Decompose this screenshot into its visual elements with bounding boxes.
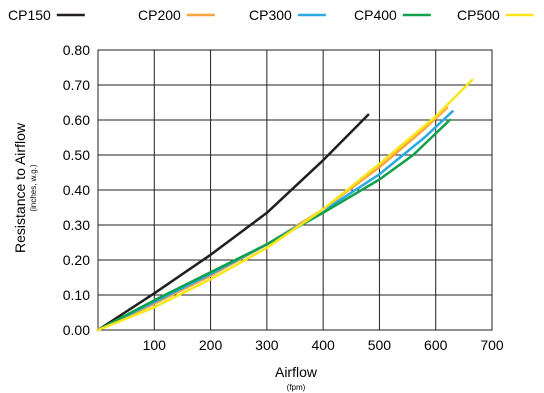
legend-label-cp150: CP150 bbox=[8, 7, 51, 23]
series-lines bbox=[96, 78, 474, 332]
legend: CP150 CP200 CP300 CP400 CP500 bbox=[8, 7, 534, 23]
legend-label-cp200: CP200 bbox=[138, 7, 181, 23]
y-tick-label: 0.60 bbox=[63, 112, 90, 128]
x-tick-label: 700 bbox=[480, 337, 504, 353]
y-axis-title: Resistance to Airflow bbox=[12, 122, 28, 253]
legend-label-cp500: CP500 bbox=[457, 7, 500, 23]
y-tick-label: 0.80 bbox=[63, 42, 90, 58]
y-axis-subtitle: (inches, w.g.) bbox=[29, 164, 38, 211]
legend-label-cp400: CP400 bbox=[354, 7, 397, 23]
y-tick-label: 0.20 bbox=[63, 252, 90, 268]
y-tick-label: 0.10 bbox=[63, 287, 90, 303]
y-tick-label: 0.30 bbox=[63, 217, 90, 233]
grid bbox=[97, 49, 493, 331]
legend-label-cp300: CP300 bbox=[249, 7, 292, 23]
series-line-cp150 bbox=[96, 113, 370, 332]
series-line-cp300 bbox=[96, 110, 454, 332]
y-tick-label: 0.70 bbox=[63, 77, 90, 93]
x-tick-label: 400 bbox=[311, 337, 335, 353]
x-tick-label: 600 bbox=[424, 337, 448, 353]
y-tick-label: 0.40 bbox=[63, 182, 90, 198]
x-tick-label: 100 bbox=[143, 337, 167, 353]
series-line-cp500 bbox=[96, 78, 474, 332]
y-tick-label: 0.50 bbox=[63, 147, 90, 163]
x-tick-label: 500 bbox=[368, 337, 392, 353]
y-tick-label: 0.00 bbox=[63, 322, 90, 338]
x-tick-label: 200 bbox=[199, 337, 223, 353]
tick-labels: 100 200 300 400 500 600 700 0.00 0.10 0.20 0.30 0.4… bbox=[63, 42, 504, 353]
x-axis-title: Airflow bbox=[275, 364, 318, 380]
x-tick-label: 300 bbox=[255, 337, 279, 353]
x-axis-subtitle: (fpm) bbox=[287, 383, 306, 392]
